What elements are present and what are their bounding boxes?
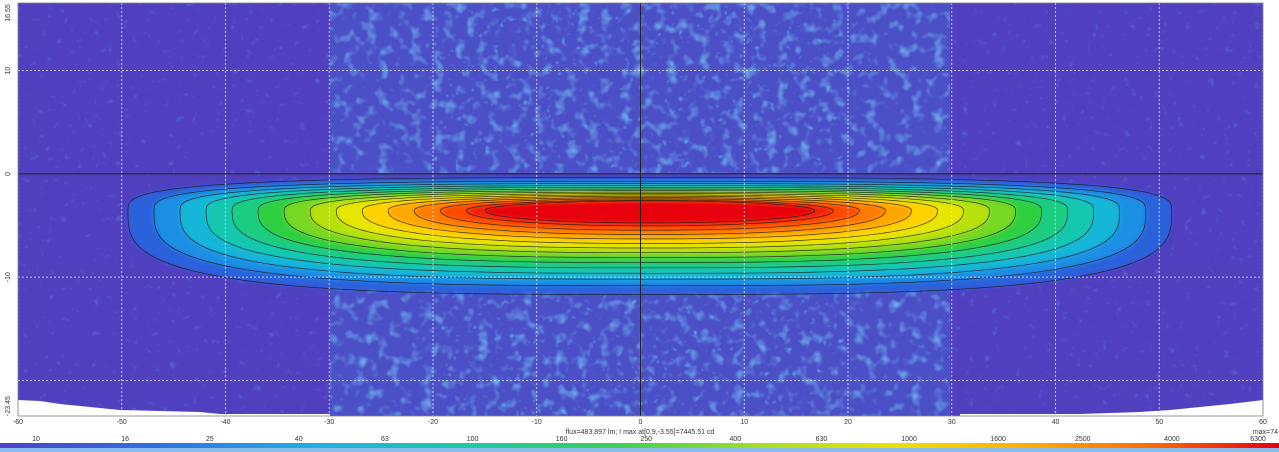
isolux-contour	[127, 177, 1173, 295]
isolux-contour	[257, 188, 1042, 263]
colorbar-level-label: 400	[730, 436, 742, 443]
isolux-contour	[205, 185, 1095, 274]
x-tick-label: 20	[844, 419, 852, 426]
x-tick-label: -60	[13, 419, 23, 426]
isolux-contour	[387, 195, 912, 240]
x-tick-label: 10	[740, 419, 748, 426]
colorbar-level-label: 100	[467, 436, 479, 443]
colorbar-labels: 10 16 25 40 63 100 160 250 400 630 1000 1600 2500 400…	[32, 436, 1266, 443]
colorbar-underline	[0, 448, 1279, 452]
isolux-contour	[231, 187, 1069, 269]
x-tick-labels: -60 -50 -40 -30 -20 -10 0 10 20 30 40 50 60	[13, 419, 1267, 426]
colorbar	[0, 443, 1279, 448]
isolux-contour	[335, 193, 964, 249]
x-tick-label: -30	[324, 419, 334, 426]
y-tick-label: 16.55	[5, 4, 12, 22]
colorbar-level-label: 250	[640, 436, 652, 443]
isolux-contours	[127, 177, 1173, 295]
no-data-right	[960, 400, 1263, 416]
x-tick-label: 40	[1052, 419, 1060, 426]
colorbar-level-label: 4000	[1164, 436, 1180, 443]
x-tick-label: -20	[428, 419, 438, 426]
flux-stats-label: flux=483.897 lm; I max at[0.9,-3.55]=744…	[566, 429, 715, 436]
y-tick-label: -10	[5, 272, 12, 282]
x-tick-label: 50	[1155, 419, 1163, 426]
colorbar-level-label: 25	[206, 436, 214, 443]
isolux-contour	[153, 180, 1147, 287]
colorbar-max-label: max=74	[1253, 429, 1278, 436]
x-tick-label: -40	[220, 419, 230, 426]
plot-frame	[17, 2, 1264, 417]
colorbar-level-label: 630	[816, 436, 828, 443]
colorbar-level-label: 1600	[990, 436, 1006, 443]
x-tick-label: -10	[532, 419, 542, 426]
colorbar-level-label: 10	[32, 436, 40, 443]
colorbar-level-label: 1000	[901, 436, 917, 443]
isolux-contour	[484, 200, 816, 224]
isolux-contour	[361, 194, 938, 244]
y-tick-label: -23.45	[5, 396, 12, 416]
colorbar-level-label: 6300	[1250, 436, 1266, 443]
isolux-contour	[439, 198, 860, 231]
colorbar-level-label: 160	[556, 436, 568, 443]
x-tick-label: -50	[117, 419, 127, 426]
isolux-contour	[283, 190, 1016, 258]
isolux-contour	[466, 199, 834, 227]
isolux-contour	[309, 191, 990, 254]
isolux-band	[485, 200, 815, 223]
x-tick-label: 30	[948, 419, 956, 426]
y-tick-labels: 16.55 10 0 -10 -23.45	[5, 4, 12, 416]
colorbar-level-label: 16	[121, 436, 129, 443]
no-data-left	[18, 400, 330, 416]
colorbar-level-label: 2500	[1075, 436, 1091, 443]
y-tick-label: 0	[5, 172, 12, 176]
isolux-contour	[179, 183, 1121, 280]
x-tick-label: 0	[639, 419, 643, 426]
x-tick-label: 60	[1259, 419, 1267, 426]
isolux-contour	[413, 197, 886, 235]
axes	[18, 3, 1263, 416]
colorbar-level-label: 40	[295, 436, 303, 443]
y-tick-label: 10	[5, 67, 12, 75]
colorbar-level-label: 63	[381, 436, 389, 443]
